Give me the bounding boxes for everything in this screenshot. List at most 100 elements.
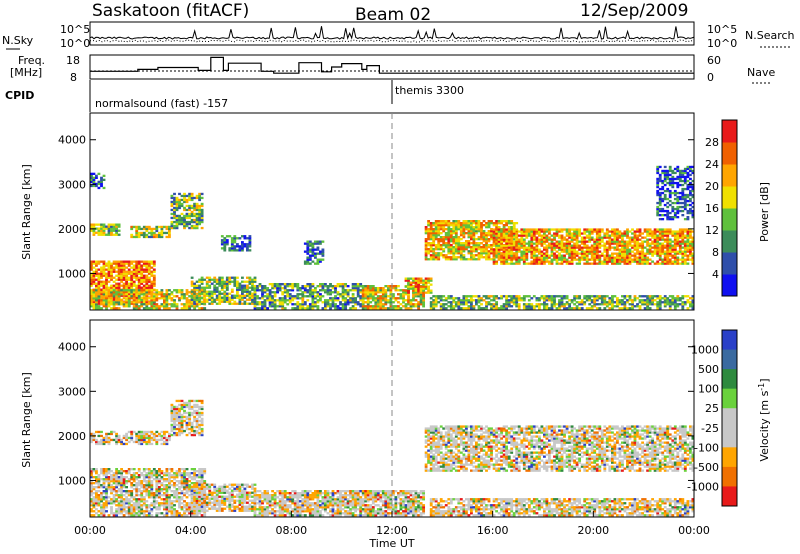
power-cell (364, 307, 368, 310)
power-cell (306, 295, 310, 298)
power-cell (535, 250, 539, 253)
power-cell (691, 262, 695, 265)
power-cell (100, 178, 103, 182)
power-cell (253, 280, 257, 283)
power-cell (444, 228, 448, 231)
power-cell (470, 220, 473, 223)
power-cell (512, 303, 516, 306)
power-cell (593, 230, 597, 233)
power-cell (517, 305, 521, 308)
power-cell (125, 286, 129, 289)
power-cell (638, 230, 642, 233)
power-cell (689, 189, 692, 193)
power-cell (316, 248, 320, 251)
power-cell (248, 294, 252, 297)
power-cell (394, 307, 398, 310)
power-cell (180, 297, 184, 300)
power-cell (500, 242, 504, 245)
power-cell (563, 303, 566, 306)
power-cell (686, 307, 690, 310)
power-cell (195, 298, 199, 301)
velocity-cell (90, 468, 93, 471)
power-cell (502, 246, 506, 249)
power-cell (434, 244, 438, 247)
power-cell (653, 295, 657, 298)
power-cell (573, 242, 577, 245)
power-cell (595, 246, 599, 249)
power-cell (190, 302, 194, 305)
power-cell (510, 242, 514, 245)
power-cell (130, 289, 134, 292)
power-cell (273, 299, 277, 302)
power-cell (643, 301, 647, 304)
power-cell (535, 236, 539, 239)
power-cell (185, 289, 189, 292)
power-cell (530, 240, 534, 243)
power-cell (193, 218, 197, 222)
velocity-cell (102, 510, 106, 513)
power-cell (663, 169, 667, 173)
power-cell (623, 242, 627, 245)
power-cell (605, 228, 609, 231)
power-cell (543, 297, 546, 300)
power-cell (661, 242, 665, 245)
power-cell (308, 307, 312, 310)
power-cell (371, 289, 375, 292)
power-cell (651, 252, 655, 255)
power-cell (598, 297, 602, 300)
power-cell (152, 235, 156, 239)
power-cell (628, 236, 632, 239)
power-cell (185, 224, 189, 228)
power-cell (540, 297, 544, 300)
power-cell (95, 231, 98, 234)
power-cell (656, 260, 660, 263)
power-cell (293, 303, 297, 306)
power-cell (648, 301, 652, 304)
power-cell (570, 240, 574, 243)
power-cell (691, 248, 695, 251)
power-cell (437, 222, 441, 225)
power-cell (678, 234, 682, 237)
power-cell (608, 248, 612, 251)
power-cell (447, 236, 451, 239)
power-cell (626, 242, 629, 245)
power-cell (105, 233, 108, 236)
power-cell (500, 258, 504, 261)
noise-search-dots (90, 39, 695, 43)
power-cell (497, 240, 501, 243)
power-cell (387, 299, 390, 302)
power-cell (611, 230, 614, 233)
power-cell (263, 299, 267, 302)
power-cell (555, 303, 559, 306)
power-cell (643, 240, 647, 243)
power-cell (389, 305, 393, 308)
power-cell (558, 299, 561, 302)
power-cell (623, 295, 627, 298)
power-cell (459, 248, 463, 251)
power-cell (454, 224, 458, 227)
freq-label-line1: Freq. (18, 54, 45, 67)
power-cell (215, 286, 219, 289)
velocity-cell (115, 504, 119, 507)
power-cell (341, 307, 345, 310)
power-cell (472, 232, 476, 235)
velocity-cell (102, 486, 106, 489)
power-cell (447, 250, 451, 253)
velocity-cell (120, 510, 124, 513)
power-cell (102, 225, 106, 228)
power-cell (661, 252, 665, 255)
power-cell (120, 266, 124, 269)
power-cell (112, 227, 116, 230)
velocity-cell (102, 468, 106, 471)
power-cell (188, 206, 192, 210)
power-cell (653, 262, 657, 265)
power-cell (492, 230, 496, 233)
power-cell (467, 228, 471, 231)
power-cell (510, 232, 514, 235)
power-cell (678, 244, 682, 247)
power-cell (689, 203, 692, 207)
power-cell (190, 292, 194, 295)
power-cell (583, 297, 587, 300)
power-cell (92, 291, 96, 294)
power-cell (263, 287, 267, 290)
